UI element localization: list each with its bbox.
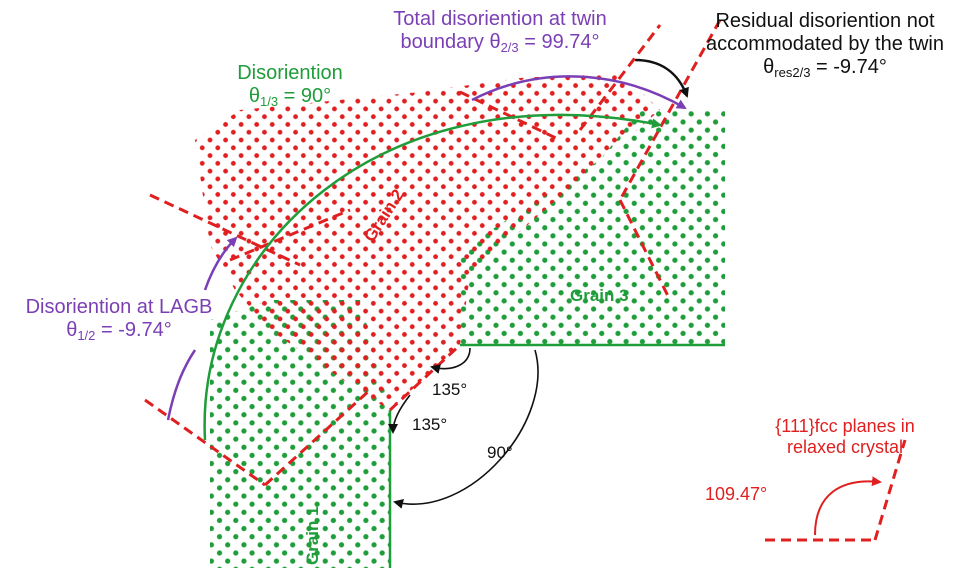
disorient13-prefix: θ [248,85,260,107]
lagb-arrow-upper [203,236,238,291]
lagb-prefix: θ [66,319,78,341]
fcc-plane-inclined [873,439,907,541]
fcc-label: {111}fcc planes in relaxed crystal [745,416,945,457]
twin-line-a [459,90,561,142]
residual-arrow [634,58,689,98]
fcc-line2: relaxed crystal [786,436,904,457]
total-line1: Total disoriention at twin [393,8,607,30]
residual-sub: res2/3 [774,65,811,80]
disorientation-13-label: Disoriention θ1/3 = 90° [200,62,380,110]
total-disorientation-label: Total disoriention at twin boundary θ2/3… [350,8,650,56]
lagb-suffix: = -9.74° [95,319,172,341]
lagb-plane-line-b [229,208,351,262]
grain-3-label: Grain 3 [570,286,629,305]
grain-2-region [195,72,660,410]
residual-label: Residual disoriention not accommodated b… [690,10,960,81]
disorient13-suffix: = 90° [278,85,332,107]
twin-line-d [618,199,672,301]
residual-line1: Residual disoriention not [715,10,935,32]
fcc-angle-label: 109.47° [705,484,768,504]
disorient13-line2: θ1/3 = 90° [200,85,380,110]
lower-plane-line-b [263,388,372,487]
lagb-plane-line [149,193,301,267]
total-line2: boundary θ2/3 = 99.74° [350,31,650,56]
angle-135-bottom: 135° [412,415,448,434]
angle-90-arc [393,349,539,509]
angle-90: 90° [487,443,513,462]
disorient13-sub: 1/3 [260,94,279,109]
fcc-angle-arc [814,476,882,536]
lagb-sub: 1/2 [77,328,96,343]
total-suffix: = 99.74° [518,31,600,53]
twin-line-b [578,24,662,131]
total-disorientation-arrow [471,75,687,110]
residual-line2: accommodated by the twin [706,33,944,55]
grain-3-region [460,110,725,345]
residual-line3: θres2/3 = -9.74° [690,56,960,81]
disorientation-13-arc [203,113,662,441]
residual-prefix: θ [763,56,775,78]
lagb-line2: θ1/2 = -9.74° [4,319,234,344]
twin-line-c [618,19,722,201]
disorient13-line1: Disoriention [237,62,343,84]
angle-135-top: 135° [432,380,468,399]
grain-1-label: Grain 1 [303,506,322,565]
residual-suffix: = -9.74° [810,56,887,78]
lower-plane-line-a [144,398,266,487]
angle-135-bottom-arc [388,394,411,434]
total-prefix: boundary θ [400,31,501,53]
lagb-line1: Disoriention at LAGB [25,296,213,318]
lagb-label: Disoriention at LAGB θ1/2 = -9.74° [4,296,234,344]
fcc-line1: {111}fcc planes in [775,416,915,436]
angle-135-top-arc [430,347,471,374]
lagb-arrow-lower [166,349,197,421]
total-sub: 2/3 [500,40,519,55]
